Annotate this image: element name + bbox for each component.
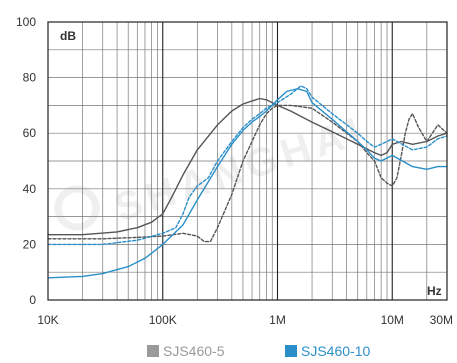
x-tick-label: 100K — [149, 313, 177, 327]
legend-swatch-sjs460-10 — [285, 345, 297, 357]
x-tick-label: 10K — [37, 313, 58, 327]
x-tick-labels: 10K 100K 1M 10M 30M — [37, 313, 453, 327]
x-tick-label: 30M — [430, 313, 453, 327]
legend-swatch-sjs460-5 — [147, 345, 159, 357]
series-line-sjs460-5-solid — [47, 97, 448, 236]
y-tick-labels: 0 20 40 60 80 100 — [16, 15, 36, 307]
y-tick-label: 0 — [29, 293, 36, 307]
x-tick-label: 10M — [381, 313, 404, 327]
y-unit-label: dB — [60, 29, 76, 43]
grid-major-lines — [162, 22, 393, 300]
legend: SJS460-5 SJS460-10 — [147, 343, 370, 359]
x-unit-label: Hz — [427, 284, 442, 298]
y-tick-label: 40 — [23, 182, 37, 196]
series-line-sjs460-10-dashed — [47, 85, 448, 246]
y-tick-label: 100 — [16, 15, 36, 29]
y-tick-label: 20 — [23, 237, 37, 251]
series-layer — [47, 85, 448, 279]
series-line-sjs460-5-dashed — [47, 104, 448, 243]
legend-label-sjs460-10: SJS460-10 — [301, 343, 370, 359]
watermark-logo-icon — [54, 185, 100, 231]
x-tick-label: 1M — [269, 313, 286, 327]
series-line-sjs460-10-solid — [47, 88, 448, 279]
y-tick-label: 80 — [23, 71, 37, 85]
plot-frame — [47, 21, 448, 301]
y-tick-label: 60 — [23, 126, 37, 140]
legend-label-sjs460-5: SJS460-5 — [163, 343, 225, 359]
